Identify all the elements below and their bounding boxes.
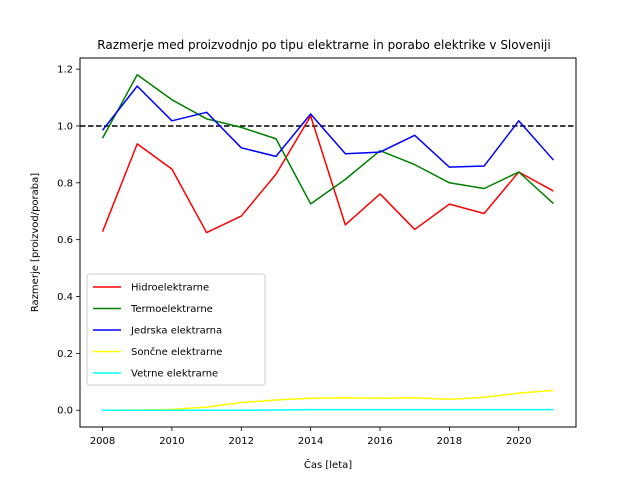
series-line-2	[101, 74, 554, 205]
y-tick-label: 0.6	[57, 235, 73, 246]
chart-title: Razmerje med proizvodnjo po tipu elektra…	[97, 38, 550, 52]
legend-label: Jedrska elektrarna	[130, 326, 222, 337]
x-tick-label: 2020	[506, 436, 531, 447]
y-tick-label: 0.8	[57, 178, 73, 189]
y-tick-label: 0.2	[57, 349, 73, 360]
x-tick-label: 2012	[229, 436, 254, 447]
y-tick-label: 0.0	[57, 406, 73, 417]
series-group	[101, 74, 555, 411]
y-tick-label: 1.0	[57, 121, 73, 132]
y-tick-label: 1.2	[57, 65, 73, 76]
x-axis: 2008 2010 2012 2014 2016 2018 2020	[90, 427, 531, 447]
y-axis: 0.0 0.2 0.4 0.6 0.8 1.0 1.2	[57, 65, 80, 417]
series-line-5	[102, 408, 554, 411]
legend-label: Termoelektrarne	[130, 304, 213, 315]
x-tick-label: 2014	[298, 436, 323, 447]
series-line-4	[102, 389, 554, 411]
legend-label: Sončne elektrarne	[131, 346, 222, 358]
legend-box	[86, 273, 266, 386]
x-tick-label: 2010	[159, 436, 184, 447]
x-axis-label: Čas [leta]	[304, 458, 352, 471]
legend-label: Hidroelektrarne	[131, 283, 209, 294]
plot-frame	[79, 57, 577, 428]
y-axis-label: Razmerje [proizvod/poraba]	[30, 173, 41, 312]
series-line-3	[101, 85, 555, 168]
x-tick-label: 2018	[437, 436, 462, 447]
x-tick-label: 2016	[367, 436, 392, 447]
series-line-1	[101, 115, 554, 234]
legend-label: Vetrne elektrarne	[131, 369, 218, 380]
y-tick-label: 0.4	[57, 292, 73, 303]
x-tick-label: 2008	[90, 436, 115, 447]
legend: Hidroelektrarne Termoelektrarne Jedrska el…	[86, 273, 266, 386]
